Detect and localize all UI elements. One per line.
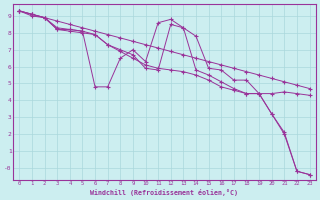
- X-axis label: Windchill (Refroidissement éolien,°C): Windchill (Refroidissement éolien,°C): [91, 189, 238, 196]
